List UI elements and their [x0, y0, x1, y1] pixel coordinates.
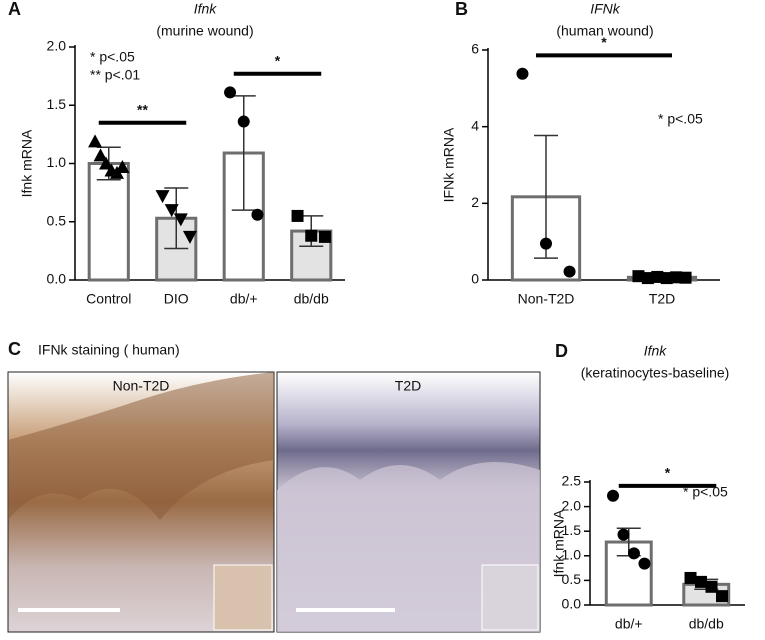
data-point: [715, 590, 728, 603]
note: * p<.05: [683, 484, 728, 500]
data-point: [164, 204, 179, 218]
panel-letter: D: [555, 341, 568, 361]
panel-letter: A: [8, 0, 21, 19]
y-tick-label: 0.5: [47, 212, 67, 228]
chart-title: Ifnk: [644, 343, 668, 359]
y-tick-label: 0.5: [562, 571, 582, 587]
data-point: [563, 265, 576, 278]
x-tick-label: Control: [86, 291, 131, 307]
data-point: [99, 156, 114, 170]
y-axis-label: IFNk mRNA: [441, 127, 457, 202]
error-bar: [164, 187, 189, 250]
error-bar: [231, 95, 256, 211]
y-tick-label: 2.5: [562, 473, 582, 489]
data-point: [670, 271, 683, 284]
data-point: [540, 237, 552, 250]
data-point: [291, 209, 304, 222]
y-axis-label: Ifnk mRNA: [19, 129, 35, 197]
x-tick-label: T2D: [649, 291, 675, 307]
y-axis-label: Ifnk mRNA: [551, 509, 567, 577]
chart-subtitle: (murine wound): [156, 23, 253, 39]
y-tick-label: 2.0: [47, 38, 67, 54]
y-tick-label: 1.5: [47, 96, 67, 112]
tissue: [8, 372, 274, 520]
y-tick-label: 1.0: [47, 154, 67, 170]
tissue: [277, 462, 540, 632]
y-tick-label: 2: [471, 194, 479, 210]
y-tick-label: 4: [471, 117, 479, 133]
data-point: [318, 230, 331, 243]
image-label: T2D: [395, 378, 421, 394]
data-point: [173, 213, 188, 227]
data-point: [182, 230, 197, 244]
x-tick-label: db/+: [615, 616, 643, 632]
data-point: [251, 208, 264, 221]
chart-subtitle: (keratinocytes-baseline): [581, 365, 730, 381]
y-tick-label: 0: [471, 271, 479, 287]
x-tick-label: db/+: [230, 291, 258, 307]
data-point: [607, 489, 620, 502]
data-point: [705, 580, 718, 593]
y-tick-label: 0.0: [562, 596, 582, 612]
bar: [87, 162, 130, 282]
inset: [213, 564, 273, 631]
data-point: [641, 272, 654, 285]
y-tick-label: 6: [471, 41, 479, 57]
data-point: [305, 229, 318, 242]
chart-title: Ifnk: [194, 1, 218, 17]
data-point: [617, 528, 630, 541]
data-point: [93, 148, 108, 162]
significance-label: *: [601, 34, 607, 50]
data-point: [115, 159, 130, 173]
data-point: [679, 271, 692, 284]
x-tick-label: Non-T2D: [518, 291, 575, 307]
data-point: [684, 571, 697, 584]
x-tick-label: DIO: [164, 291, 189, 307]
panel-letter: C: [8, 339, 21, 359]
data-point: [695, 575, 708, 588]
data-point: [627, 547, 640, 560]
y-tick-label: 1.0: [562, 547, 582, 563]
image-label: Non-T2D: [113, 378, 170, 394]
chart-subtitle: (human wound): [556, 23, 653, 39]
y-tick-label: 1.5: [562, 522, 582, 538]
staining-title: IFNk staining ( human): [38, 342, 180, 358]
y-tick-label: 0.0: [47, 271, 67, 287]
x-tick-label: db/db: [689, 616, 724, 632]
data-point: [224, 86, 237, 99]
data-point: [88, 134, 103, 148]
data-point: [660, 272, 673, 285]
y-tick-label: 2.0: [562, 497, 582, 513]
note: ** p<.01: [90, 67, 140, 83]
data-point: [632, 270, 645, 283]
data-point: [638, 557, 651, 570]
data-point: [516, 67, 529, 80]
data-point: [237, 115, 250, 128]
chart-title: IFNk: [590, 1, 621, 17]
note: * p<.05: [658, 111, 703, 127]
data-point: [651, 270, 664, 283]
x-tick-label: db/db: [294, 291, 329, 307]
note: * p<.05: [90, 49, 135, 65]
inset: [481, 564, 539, 631]
significance-label: *: [275, 52, 281, 68]
significance-label: *: [665, 465, 671, 481]
panel-letter: B: [455, 0, 468, 19]
data-point: [155, 190, 170, 204]
significance-label: **: [137, 101, 148, 117]
